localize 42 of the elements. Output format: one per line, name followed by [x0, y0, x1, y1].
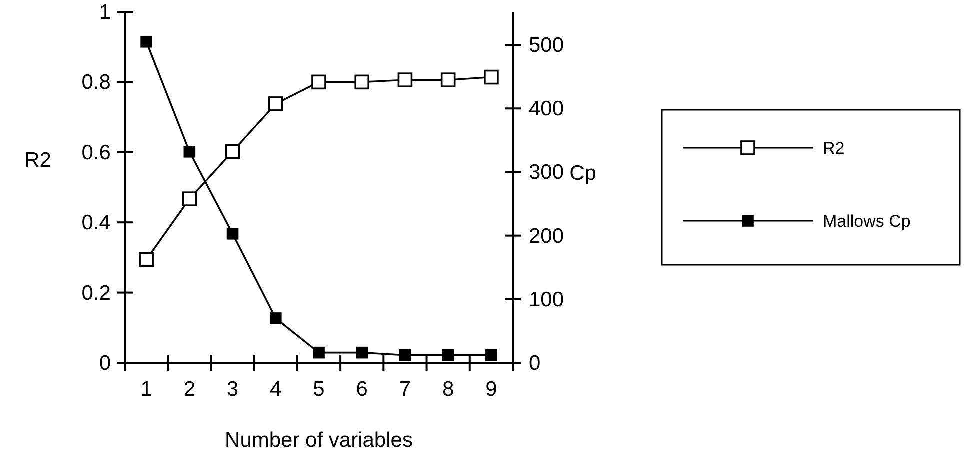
x-tick-label: 6 — [356, 378, 368, 401]
point — [486, 349, 498, 362]
y-tick-label: 0.8 — [82, 71, 111, 94]
x-axis-title: Number of variables — [225, 429, 413, 452]
y2-tick-label: 100 — [529, 288, 564, 312]
point — [399, 349, 412, 362]
x-tick-label: 4 — [270, 378, 282, 401]
point — [182, 192, 198, 206]
y2-tick-label: 500 — [529, 34, 564, 58]
point — [313, 346, 325, 359]
y2-axis-title: Cp — [570, 162, 596, 185]
y2-tick-label: 200 — [529, 224, 564, 248]
point — [356, 346, 368, 359]
point — [442, 349, 454, 362]
point — [226, 228, 239, 240]
y-tick-label: 0.6 — [82, 141, 111, 164]
point — [268, 96, 284, 112]
x-tick-label: 9 — [486, 378, 498, 401]
y-tick-label: 0.4 — [82, 212, 112, 235]
point — [270, 312, 282, 324]
y-tick-label: 0 — [99, 352, 111, 375]
x-tick-label: 8 — [442, 378, 454, 401]
x-tick-label: 5 — [313, 378, 325, 401]
x-tick-label: 3 — [226, 378, 239, 401]
point — [184, 146, 196, 158]
point — [225, 144, 240, 160]
point — [484, 70, 499, 85]
y-tick-label: 1 — [99, 1, 111, 24]
x-tick-label: 7 — [399, 378, 412, 401]
y-axis-title: R2 — [24, 149, 52, 172]
y2-tick-label: 300 — [529, 161, 564, 184]
y2-tick-label: 400 — [529, 98, 564, 121]
point — [140, 36, 152, 48]
point — [440, 72, 456, 88]
x-tick-label: 1 — [140, 378, 152, 401]
x-tick-label: 2 — [184, 378, 196, 401]
y-tick-label: 0.2 — [82, 282, 111, 305]
point — [398, 72, 413, 88]
y2-tick-label: 0 — [529, 352, 541, 375]
point — [354, 74, 370, 90]
point — [139, 252, 154, 268]
point — [312, 74, 326, 90]
